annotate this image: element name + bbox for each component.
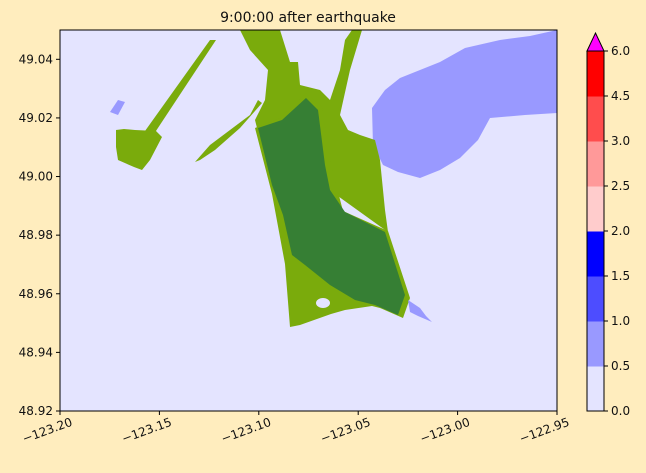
y-tick-label: 48.94 [19,345,53,359]
mid-streak [195,100,262,162]
colorbar-band [587,51,604,97]
colorbar: 0.0 0.5 1.0 1.5 2.0 2.5 3.0 4.5 6.0 [586,31,630,418]
x-tick-label: −123.00 [418,415,472,446]
colorbar-band [587,231,604,277]
colorbar-band [587,141,604,187]
se-purple-fringe [408,300,432,322]
colorbar-band [587,366,604,412]
colorbar-band [587,186,604,232]
north-blank [280,30,315,62]
colorbar-tick-label: 0.0 [611,404,630,418]
colorbar-band [587,321,604,367]
colorbar-tick-label: 4.5 [611,89,630,103]
y-tick-label: 49.04 [19,52,53,66]
colorbar-tick-label: 3.0 [611,134,630,148]
x-tick-label: −122.95 [517,415,571,446]
x-tick-label: −123.20 [20,415,74,446]
x-tick-label: −123.10 [219,415,273,446]
plot-frame [59,29,558,412]
left-island [116,129,162,170]
y-tick-label: 49.00 [19,170,53,184]
x-tick-label: −123.15 [120,415,174,446]
small-purple-patch [110,100,125,115]
lagoon [316,298,330,308]
y-tick-label: 48.96 [19,287,53,301]
colorbar-extend-arrow [586,31,605,52]
colorbar-tick-label: 2.0 [611,224,630,238]
y-tick-label: 48.92 [19,404,53,418]
colorbar-band [587,276,604,322]
chart-title: 9:00:00 after earthquake [220,10,396,26]
peninsula-dark [258,98,405,315]
colorbar-tick-label: 0.5 [611,359,630,373]
x-tick-label: −123.05 [319,415,373,446]
map-area [59,29,558,412]
colorbar-tick-label: 1.5 [611,269,630,283]
colorbar-band [587,96,604,142]
colorbar-tick-label: 2.5 [611,179,630,193]
y-axis: 48.92 48.94 48.96 48.98 49.00 49.02 49.04 [19,52,60,418]
y-tick-label: 48.98 [19,228,53,242]
flooded-region-purple [372,30,557,178]
left-streak [140,40,216,140]
colorbar-tick-label: 6.0 [611,44,630,58]
colorbar-tick-label: 1.0 [611,314,630,328]
y-tick-label: 49.02 [19,111,53,125]
x-axis: −123.20 −123.15 −123.10 −123.05 −123.00 −122.… [20,411,571,446]
